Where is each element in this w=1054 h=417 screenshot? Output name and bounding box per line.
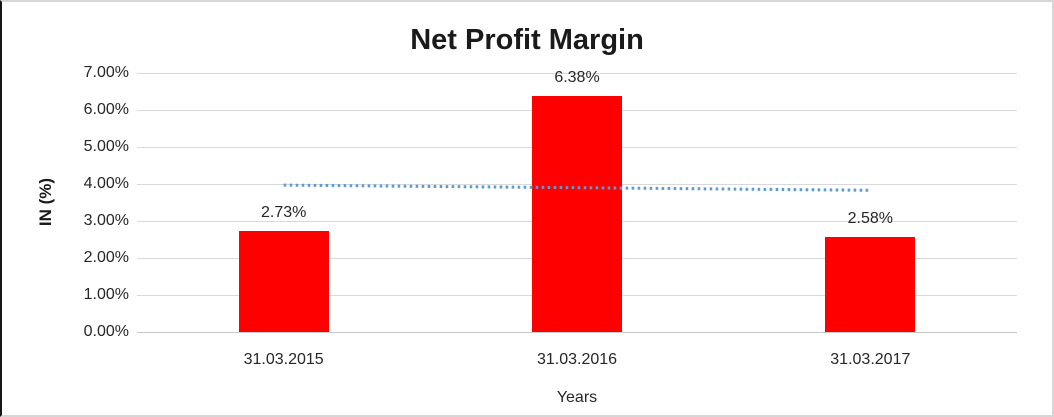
x-tick-label: 31.03.2017 bbox=[830, 351, 911, 368]
y-tick-label: 0.00% bbox=[83, 323, 129, 340]
x-tick-label: 31.03.2015 bbox=[243, 351, 324, 368]
y-tick-label: 2.00% bbox=[83, 249, 129, 266]
y-tick-label: 1.00% bbox=[83, 286, 129, 303]
y-tick-label: 7.00% bbox=[83, 64, 129, 81]
trendline-segment bbox=[283, 183, 871, 192]
x-axis-title: Years bbox=[556, 389, 598, 406]
trendline bbox=[283, 183, 871, 192]
x-tick-label: 31.03.2016 bbox=[536, 351, 618, 368]
y-tick-label: 5.00% bbox=[83, 138, 129, 155]
y-tick-label: 6.00% bbox=[83, 101, 129, 118]
y-axis-title: IN (%) bbox=[36, 177, 55, 227]
y-tick-label: 3.00% bbox=[83, 212, 129, 229]
chart-title: Net Profit Margin bbox=[410, 24, 644, 56]
y-tick-label: 4.00% bbox=[83, 175, 129, 192]
plot-area: 2.73% 6.38% 2.58% bbox=[137, 69, 1017, 333]
gridline bbox=[137, 332, 1017, 333]
